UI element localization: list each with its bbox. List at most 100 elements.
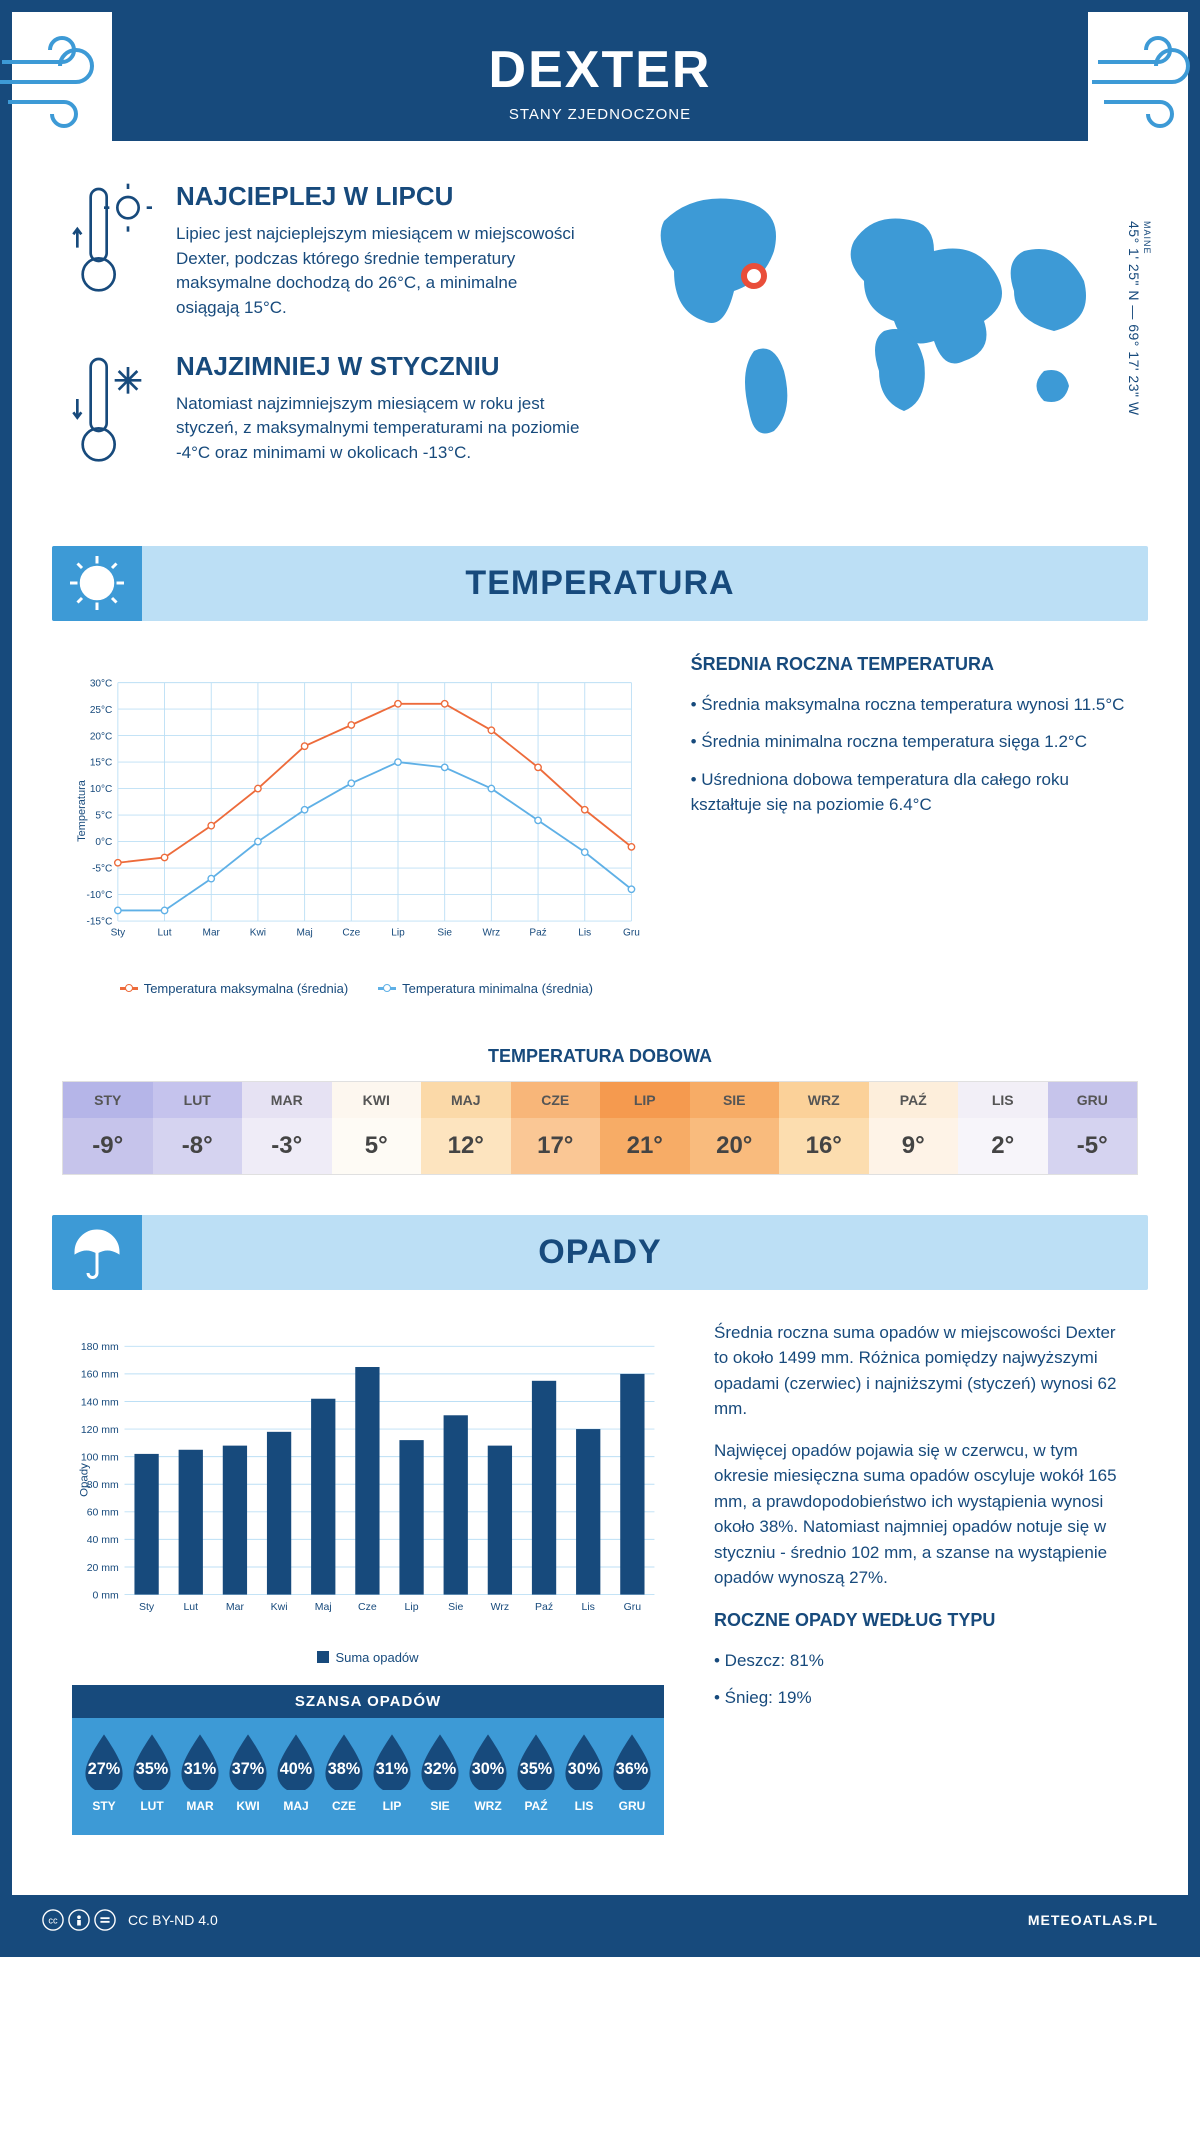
page: DEXTER STANY ZJEDNOCZONE NAJCIEPLEJ W LI… [0, 0, 1200, 1957]
stat-3: • Uśredniona dobowa temperatura dla całe… [691, 767, 1128, 818]
precipitation-banner-label: OPADY [538, 1233, 661, 1271]
svg-text:36%: 36% [616, 1759, 649, 1777]
rain-chance-title: SZANSA OPADÓW [72, 1685, 664, 1718]
rain-drop: 30%WRZ [464, 1732, 512, 1813]
stats-title: ŚREDNIA ROCZNA TEMPERATURA [691, 651, 1128, 678]
daily-cell: GRU-5° [1048, 1082, 1138, 1174]
svg-text:Opady: Opady [78, 1462, 90, 1496]
svg-text:Mar: Mar [226, 1600, 245, 1612]
rain-chance-panel: SZANSA OPADÓW 27%STY35%LUT31%MAR37%KWI40… [72, 1685, 664, 1835]
daily-cell: LIP21° [600, 1082, 690, 1174]
svg-text:140 mm: 140 mm [81, 1396, 119, 1408]
svg-text:Lut: Lut [183, 1600, 198, 1612]
svg-text:0 mm: 0 mm [93, 1589, 120, 1601]
temperature-chart-block: -15°C-10°C-5°C0°C5°C10°C15°C20°C25°C30°C… [72, 651, 641, 996]
precipitation-banner: OPADY [52, 1215, 1148, 1290]
page-title: DEXTER [132, 40, 1068, 100]
rain-drop: 36%GRU [608, 1732, 656, 1813]
svg-text:cc: cc [48, 1915, 58, 1925]
header: DEXTER STANY ZJEDNOCZONE [112, 12, 1088, 141]
thermometer-hot-icon [72, 181, 152, 321]
svg-text:20 mm: 20 mm [87, 1561, 119, 1573]
region-label: MAINE [1142, 221, 1152, 412]
svg-text:0°C: 0°C [95, 837, 112, 848]
intro-facts: NAJCIEPLEJ W LIPCU Lipiec jest najcieple… [72, 181, 580, 506]
intro-row: NAJCIEPLEJ W LIPCU Lipiec jest najcieple… [12, 171, 1188, 546]
svg-text:Wrz: Wrz [483, 927, 501, 938]
svg-text:38%: 38% [328, 1759, 361, 1777]
legend-min: Temperatura minimalna (średnia) [402, 981, 593, 996]
site-name: METEOATLAS.PL [1028, 1912, 1158, 1928]
rain-type-2: • Śnieg: 19% [714, 1685, 1128, 1711]
svg-text:35%: 35% [520, 1759, 553, 1777]
temperature-line-chart: -15°C-10°C-5°C0°C5°C10°C15°C20°C25°C30°C… [72, 651, 641, 971]
daily-cell: STY-9° [63, 1082, 153, 1174]
svg-text:-5°C: -5°C [92, 863, 112, 874]
precipitation-chart-block: 0 mm20 mm40 mm60 mm80 mm100 mm120 mm140 … [72, 1320, 664, 1835]
svg-text:Wrz: Wrz [491, 1600, 509, 1612]
by-icon [68, 1909, 90, 1931]
world-map-icon [620, 181, 1128, 446]
footer: cc CC BY-ND 4.0 METEOATLAS.PL [12, 1895, 1188, 1945]
svg-text:Lis: Lis [581, 1600, 594, 1612]
svg-text:Mar: Mar [203, 927, 221, 938]
map-block: MAINE 45° 1' 25" N — 69° 17' 23" W [620, 181, 1128, 506]
rain-drop: 27%STY [80, 1732, 128, 1813]
rain-type-title: ROCZNE OPADY WEDŁUG TYPU [714, 1607, 1128, 1634]
svg-text:Lip: Lip [391, 927, 405, 938]
svg-text:120 mm: 120 mm [81, 1423, 119, 1435]
svg-text:35%: 35% [136, 1759, 169, 1777]
stat-2: • Średnia minimalna roczna temperatura s… [691, 729, 1128, 755]
daily-cell: KWI5° [332, 1082, 422, 1174]
thermometer-cold-icon [72, 351, 152, 476]
temperature-banner-label: TEMPERATURA [465, 564, 734, 602]
temperature-content: -15°C-10°C-5°C0°C5°C10°C15°C20°C25°C30°C… [12, 651, 1188, 1026]
cold-text: Natomiast najzimniejszym miesiącem w rok… [176, 392, 580, 466]
temperature-banner: TEMPERATURA [52, 546, 1148, 621]
daily-cell: LUT-8° [153, 1082, 243, 1174]
svg-text:5°C: 5°C [95, 810, 112, 821]
svg-text:Lip: Lip [405, 1600, 419, 1612]
rain-drop: 35%LUT [128, 1732, 176, 1813]
page-subtitle: STANY ZJEDNOCZONE [132, 106, 1068, 123]
daily-cell: MAR-3° [242, 1082, 332, 1174]
svg-text:100 mm: 100 mm [81, 1451, 119, 1463]
coords-text: 45° 1' 25" N — 69° 17' 23" W [1126, 221, 1142, 416]
legend-rain: Suma opadów [335, 1650, 418, 1665]
daily-temp-title: TEMPERATURA DOBOWA [12, 1046, 1188, 1067]
svg-text:37%: 37% [232, 1759, 265, 1777]
daily-cell: MAJ12° [421, 1082, 511, 1174]
precipitation-bar-chart: 0 mm20 mm40 mm60 mm80 mm100 mm120 mm140 … [72, 1320, 664, 1640]
svg-text:32%: 32% [424, 1759, 457, 1777]
daily-cell: WRZ16° [779, 1082, 869, 1174]
daily-cell: LIS2° [958, 1082, 1048, 1174]
rain-type-1: • Deszcz: 81% [714, 1648, 1128, 1674]
svg-text:Lis: Lis [578, 927, 591, 938]
svg-text:Kwi: Kwi [271, 1600, 288, 1612]
svg-text:Maj: Maj [296, 927, 312, 938]
svg-text:30°C: 30°C [90, 678, 113, 689]
rain-para-1: Średnia roczna suma opadów w miejscowośc… [714, 1320, 1128, 1422]
rain-drop: 30%LIS [560, 1732, 608, 1813]
rain-drop: 31%MAR [176, 1732, 224, 1813]
daily-cell: SIE20° [690, 1082, 780, 1174]
sun-icon [52, 546, 142, 621]
svg-text:Temperatura: Temperatura [76, 779, 88, 842]
rain-para-2: Najwięcej opadów pojawia się w czerwcu, … [714, 1438, 1128, 1591]
stat-1: • Średnia maksymalna roczna temperatura … [691, 692, 1128, 718]
svg-text:Paź: Paź [529, 927, 546, 938]
license-block: cc CC BY-ND 4.0 [42, 1909, 218, 1931]
license-text: CC BY-ND 4.0 [128, 1912, 218, 1928]
legend-max: Temperatura maksymalna (średnia) [144, 981, 348, 996]
svg-text:Cze: Cze [342, 927, 360, 938]
wind-deco-right [1088, 32, 1200, 137]
svg-text:160 mm: 160 mm [81, 1368, 119, 1380]
rain-drop: 37%KWI [224, 1732, 272, 1813]
svg-text:Gru: Gru [623, 927, 640, 938]
hot-fact: NAJCIEPLEJ W LIPCU Lipiec jest najcieple… [72, 181, 580, 321]
cold-title: NAJZIMNIEJ W STYCZNIU [176, 351, 580, 382]
cc-icon: cc [42, 1909, 64, 1931]
daily-cell: PAŹ9° [869, 1082, 959, 1174]
svg-text:10°C: 10°C [90, 784, 113, 795]
hot-text: Lipiec jest najcieplejszym miesiącem w m… [176, 222, 580, 321]
